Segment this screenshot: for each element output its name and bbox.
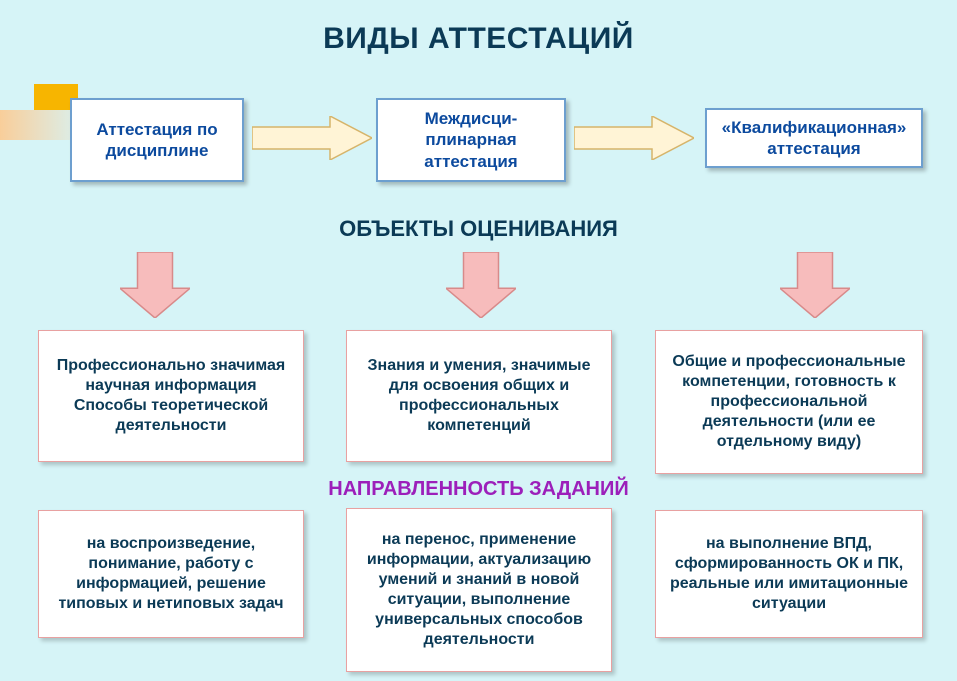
- slide-title: ВИДЫ АТТЕСТАЦИЙ: [0, 0, 957, 56]
- subheading-objects: ОБЪЕКТЫ ОЦЕНИВАНИЯ: [0, 216, 957, 242]
- top-box-2: «Квалификационная» аттестация: [705, 108, 923, 168]
- subheading-tasks: НАПРАВЛЕННОСТЬ ЗАДАНИЙ: [0, 478, 957, 501]
- object-box-2: Общие и профессиональные компетенции, го…: [655, 330, 923, 474]
- down-arrow-0: [120, 252, 190, 323]
- down-arrow-2: [780, 252, 850, 323]
- task-box-1: на перенос, применение информации, актуа…: [346, 508, 612, 672]
- top-row: Аттестация по дисциплине Междисци-плинарн…: [0, 98, 957, 198]
- top-box-1: Междисци-плинарная аттестация: [376, 98, 566, 182]
- task-box-2: на выполнение ВПД, сформированность ОК и…: [655, 510, 923, 638]
- down-arrow-1: [446, 252, 516, 323]
- top-box-0: Аттестация по дисциплине: [70, 98, 244, 182]
- object-box-0: Профессионально значимая научная информа…: [38, 330, 304, 462]
- right-arrow-1: [574, 116, 694, 165]
- object-box-1: Знания и умения, значимые для освоения о…: [346, 330, 612, 462]
- task-box-0: на воспроизведение, понимание, работу с …: [38, 510, 304, 638]
- right-arrow-0: [252, 116, 372, 165]
